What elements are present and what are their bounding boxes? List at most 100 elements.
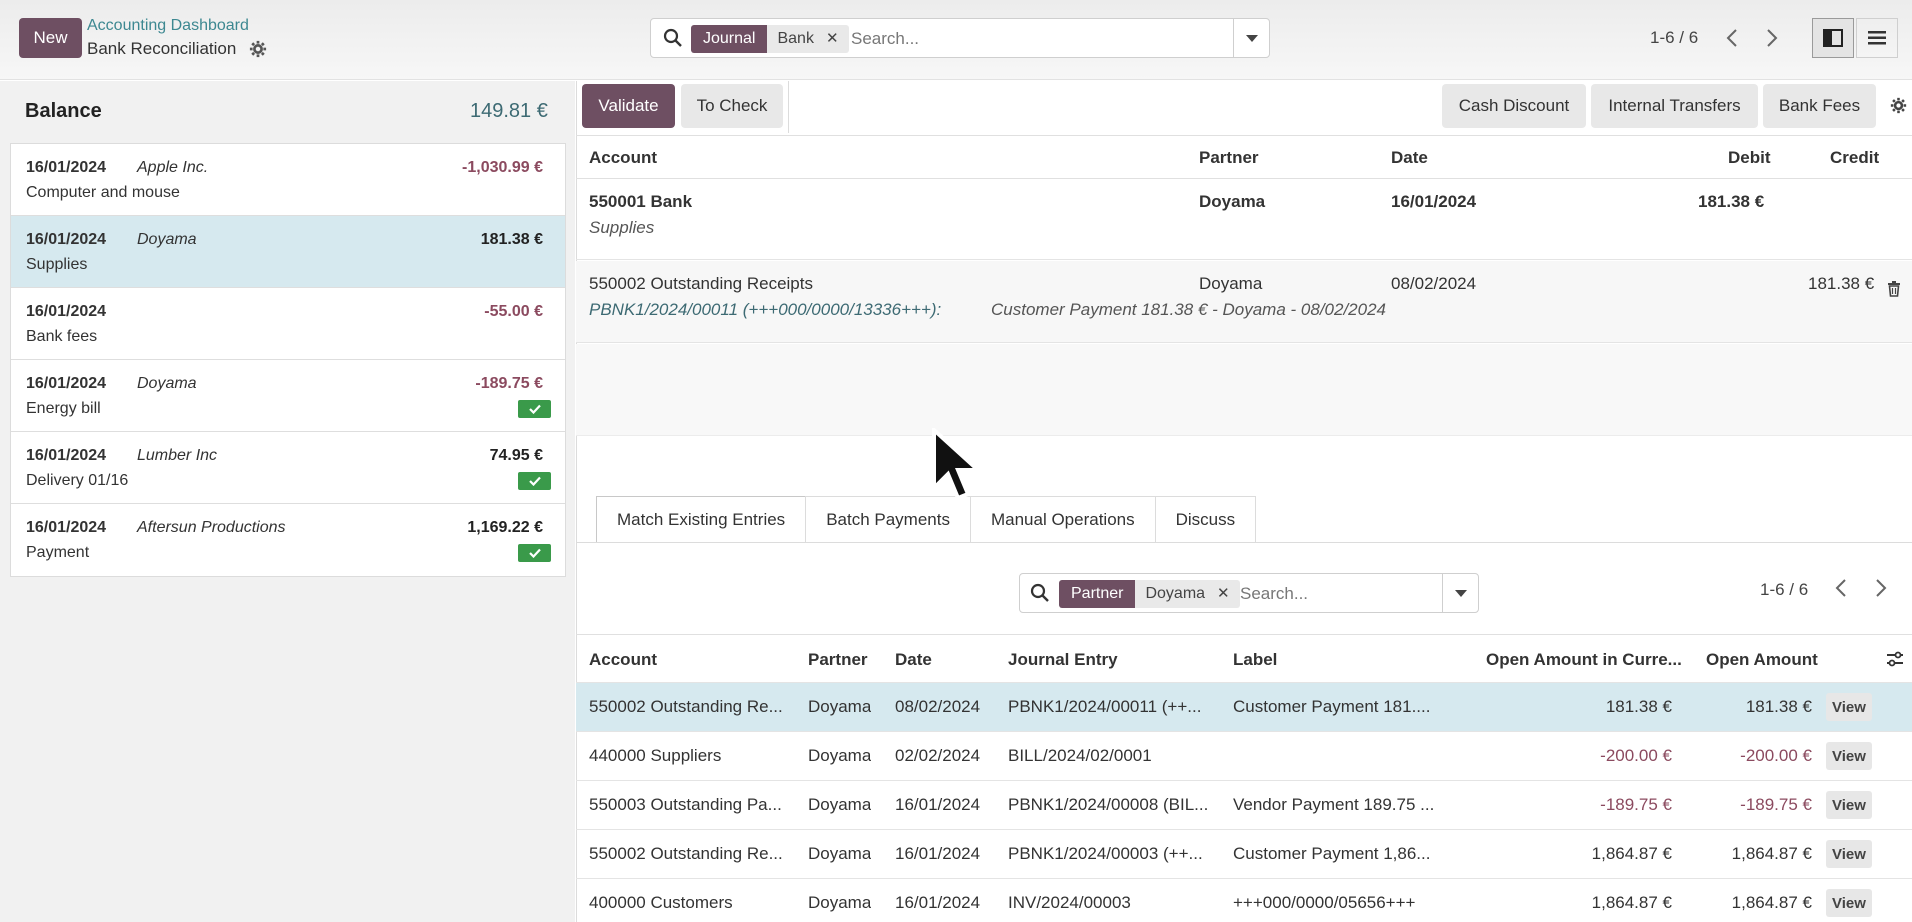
optional-columns-icon[interactable] [1886,651,1904,667]
cell-date: 08/02/2024 [895,697,981,716]
statement-line[interactable]: 16/01/2024 Apple Inc. -1,030.99 € Comput… [11,144,565,216]
facet-name: Journal [691,25,768,53]
view-button[interactable]: View [1826,889,1872,917]
line-date: 16/01/2024 [26,519,107,536]
tab-manual-operations[interactable]: Manual Operations [969,496,1156,542]
match-search-bar: Partner Doyama ✕ [1019,573,1479,613]
caret-down-icon [1454,589,1467,597]
kanban-view-button[interactable] [1812,18,1854,58]
remove-facet-icon[interactable]: ✕ [1217,585,1230,602]
line-date: 16/01/2024 [26,303,107,320]
cell-label: Customer Payment 1,86... [1233,844,1431,863]
table-row[interactable]: 400000 Customers Doyama 16/01/2024 INV/2… [576,878,1912,922]
facet-value: Bank [777,30,814,47]
cell-open-amount: -200.00 € [1740,746,1812,765]
pager-next-button[interactable] [1754,20,1790,56]
breadcrumb-parent[interactable]: Accounting Dashboard [87,17,249,34]
col-open-amount-currency[interactable]: Open Amount in Curre... [1486,650,1682,669]
view-button[interactable]: View [1826,840,1872,868]
view-button[interactable]: View [1826,791,1872,819]
statement-line[interactable]: 16/01/2024 Aftersun Productions 1,169.22… [11,504,565,576]
cell-date: 16/01/2024 [895,795,981,814]
tab-discuss[interactable]: Discuss [1154,496,1257,542]
table-row[interactable]: 550002 Outstanding Re... Doyama 16/01/20… [576,829,1912,878]
new-button[interactable]: New [19,18,82,58]
view-button[interactable]: View [1826,742,1872,770]
statement-line[interactable]: 16/01/2024 -55.00 € Bank fees [11,288,565,360]
statement-line[interactable]: 16/01/2024 Doyama 181.38 € Supplies [11,216,565,288]
tabs-divider [576,542,1912,543]
cash-discount-button[interactable]: Cash Discount [1442,84,1586,128]
col-partner: Partner [1199,148,1259,167]
line-amount: -55.00 € [484,303,543,320]
line-partner: Apple Inc. [137,159,209,176]
entry-debit: 181.38 € [1698,192,1765,211]
line-amount: 1,169.22 € [467,519,543,536]
statement-line[interactable]: 16/01/2024 Doyama -189.75 € Energy bill [11,360,565,432]
cell-label: Customer Payment 181.... [1233,697,1431,716]
cell-account: 400000 Customers [589,893,733,912]
validate-button[interactable]: Validate [582,84,675,128]
statement-line[interactable]: 16/01/2024 Lumber Inc 74.95 € Delivery 0… [11,432,565,504]
to-check-button[interactable]: To Check [681,84,783,128]
col-journal-entry[interactable]: Journal Entry [1008,650,1118,669]
match-pager-next-button[interactable] [1863,570,1899,606]
search-icon [663,28,682,47]
list-view-button[interactable] [1856,18,1898,58]
gear-icon[interactable] [249,40,267,58]
control-panel: New Accounting Dashboard Bank Reconcilia… [0,0,1912,80]
match-search-input[interactable] [1240,581,1430,607]
entry-grid-empty-area [576,344,1912,436]
line-label: Payment [26,544,90,561]
col-account: Account [589,148,657,167]
col-partner[interactable]: Partner [808,650,868,669]
search-options-toggle[interactable] [1233,19,1269,57]
line-amount: -189.75 € [475,375,543,392]
search-input[interactable] [851,26,1211,52]
entry-account: 550001 Bank [589,192,693,211]
col-label[interactable]: Label [1233,650,1278,669]
col-debit: Debit [1728,148,1771,167]
search-bar: Journal Bank ✕ [650,18,1270,58]
internal-transfers-button[interactable]: Internal Transfers [1591,84,1758,128]
cell-open-amount: -189.75 € [1740,795,1812,814]
chevron-right-icon [1767,29,1778,47]
line-label: Bank fees [26,328,98,345]
line-label: Delivery 01/16 [26,472,129,489]
match-pager-previous-button[interactable] [1823,570,1859,606]
search-facet-partner: Partner Doyama ✕ [1059,580,1240,608]
cell-label: Vendor Payment 189.75 ... [1233,795,1435,814]
cell-journal-entry: INV/2024/00003 [1008,893,1131,912]
pager-value[interactable]: 1-6 / 6 [1650,28,1699,47]
view-button[interactable]: View [1826,693,1872,721]
table-row[interactable]: 440000 Suppliers Doyama 02/02/2024 BILL/… [576,731,1912,780]
tab-match-existing-entries[interactable]: Match Existing Entries [596,496,807,542]
line-date: 16/01/2024 [26,447,107,464]
search-icon [1030,583,1049,602]
match-pager-value[interactable]: 1-6 / 6 [1760,580,1809,599]
col-date[interactable]: Date [895,650,932,669]
match-search-options-toggle[interactable] [1442,574,1478,612]
reconciled-check-icon [518,400,551,418]
remove-facet-icon[interactable]: ✕ [825,30,839,47]
entry-line-receipts[interactable]: 550002 Outstanding Receipts PBNK1/2024/0… [576,261,1912,343]
col-open-amount[interactable]: Open Amount [1706,650,1818,669]
pager-previous-button[interactable] [1714,20,1750,56]
cell-partner: Doyama [808,893,872,912]
tab-batch-payments[interactable]: Batch Payments [805,496,971,542]
notebook-tabs: Match Existing Entries Batch Payments Ma… [596,496,1257,542]
col-account[interactable]: Account [589,650,657,669]
toolbar-divider [788,81,789,133]
col-credit: Credit [1830,148,1880,167]
facet-name: Partner [1059,580,1136,608]
cell-date: 16/01/2024 [895,844,981,863]
cell-journal-entry: PBNK1/2024/00011 (++... [1008,697,1202,716]
bank-fees-button[interactable]: Bank Fees [1763,84,1876,128]
settings-gear-icon[interactable] [1890,97,1907,114]
entry-line-bank[interactable]: 550001 Bank Supplies Doyama 16/01/2024 1… [576,180,1912,260]
table-row[interactable]: 550002 Outstanding Re... Doyama 08/02/20… [576,682,1912,731]
cell-open-amount-currency: 181.38 € [1605,697,1672,716]
table-row[interactable]: 550003 Outstanding Pa... Doyama 16/01/20… [576,780,1912,829]
trash-icon[interactable] [1887,281,1901,297]
line-date: 16/01/2024 [26,159,107,176]
